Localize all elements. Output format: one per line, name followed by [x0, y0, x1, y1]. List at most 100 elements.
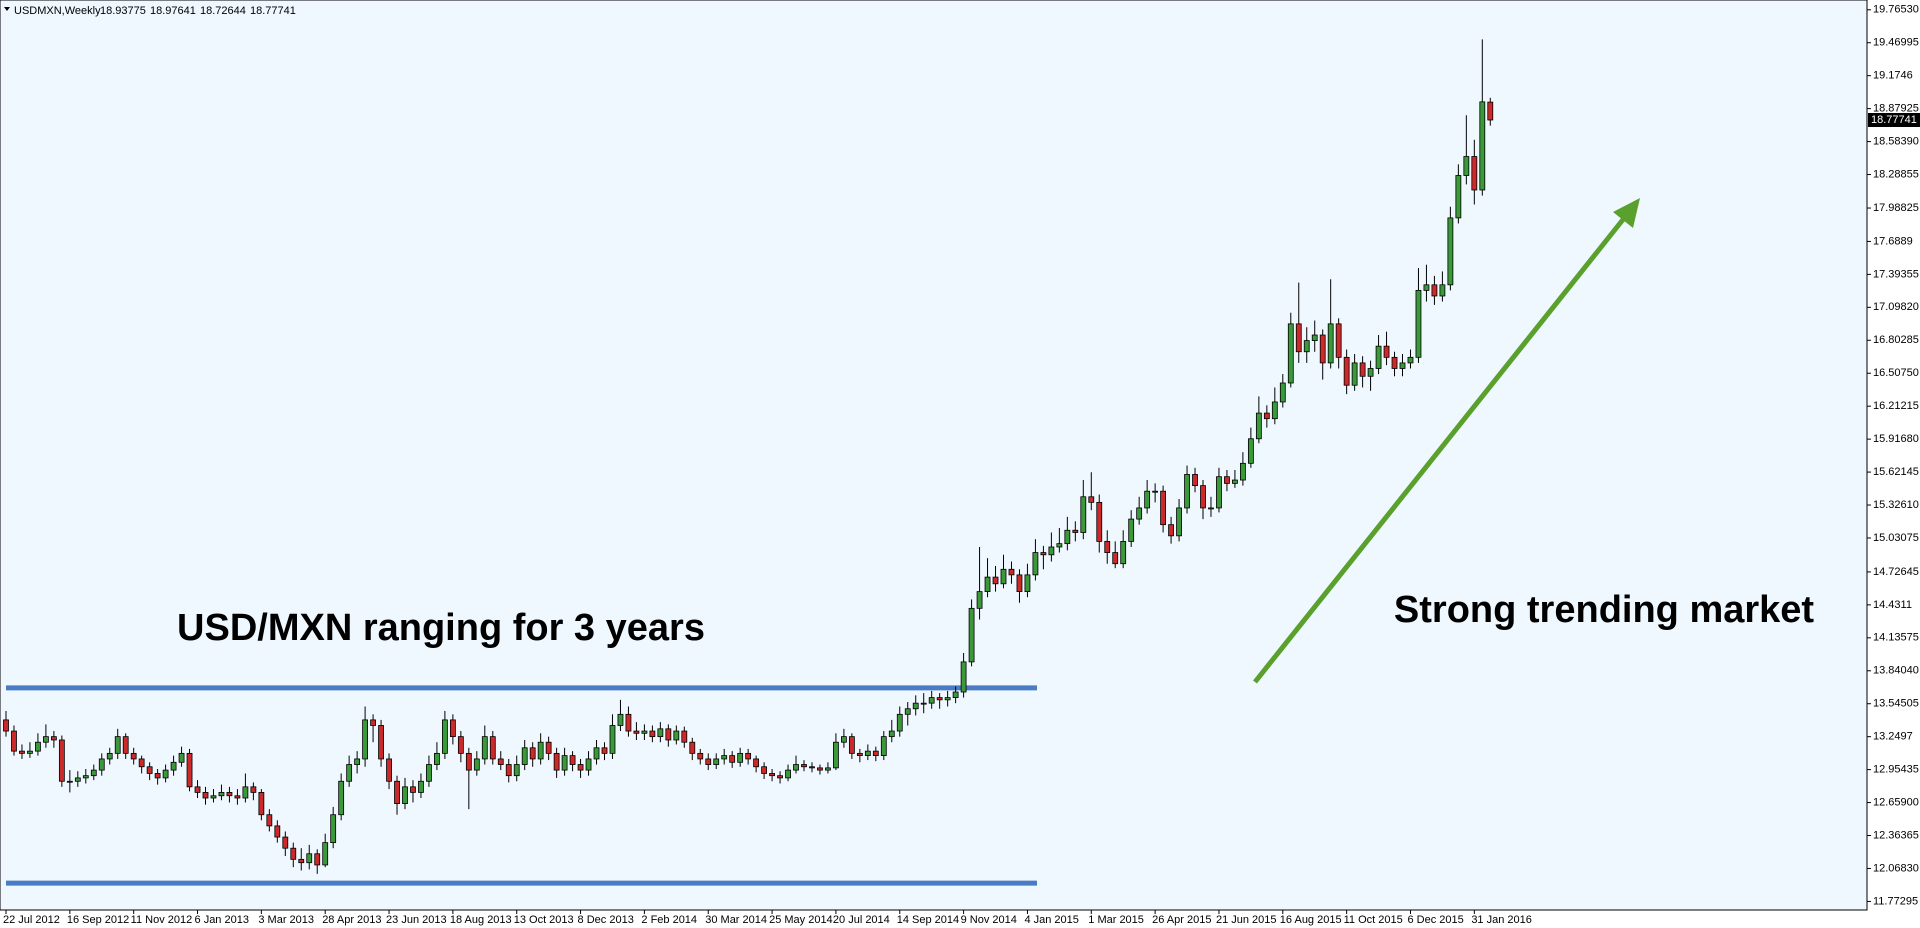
candle-body — [825, 767, 831, 771]
candle-body — [98, 758, 105, 771]
candle-body — [1072, 529, 1079, 533]
candle-body — [585, 758, 592, 771]
candle-body — [298, 858, 305, 864]
candle-body — [992, 576, 999, 585]
candle-body — [529, 747, 536, 760]
candle-body — [1263, 412, 1270, 420]
candle-body — [569, 755, 576, 765]
candle-body — [1471, 156, 1478, 191]
candle-body — [354, 758, 361, 765]
candle-body — [928, 697, 935, 704]
candle-body — [1032, 552, 1039, 576]
candle-body — [833, 741, 839, 769]
candle-body — [362, 719, 369, 760]
candle-body — [82, 775, 89, 779]
candle-body — [106, 752, 113, 760]
candle-body — [35, 741, 41, 752]
candle-body — [290, 847, 297, 860]
candle-body — [1240, 462, 1246, 481]
candle-body — [1327, 323, 1334, 364]
candle-body — [761, 766, 767, 774]
candle-body — [1168, 524, 1174, 537]
candle-body — [90, 769, 97, 777]
header-icon — [4, 7, 10, 11]
candle-body — [912, 702, 919, 710]
y-tick-label: 12.06830 — [1873, 862, 1919, 874]
candle-body — [705, 758, 712, 765]
y-tick-label: 17.98825 — [1873, 202, 1919, 214]
candle-body — [1455, 175, 1462, 219]
candle-body — [186, 752, 193, 788]
y-tick-label: 18.28855 — [1873, 168, 1919, 180]
candle-body — [936, 697, 943, 701]
candle-body — [114, 736, 121, 754]
y-tick-label: 17.6889 — [1873, 235, 1913, 247]
candle-body — [1295, 323, 1302, 353]
candle-body — [242, 786, 249, 799]
candle-body — [481, 736, 488, 760]
candle-body — [737, 752, 744, 763]
candle-body — [394, 780, 400, 804]
x-tick-label: 16 Aug 2015 — [1280, 914, 1342, 926]
x-tick-label: 26 Apr 2015 — [1152, 914, 1211, 926]
x-tick-label: 22 Jul 2012 — [3, 914, 60, 926]
candle-body — [43, 736, 49, 743]
candle-body — [146, 766, 153, 774]
candle-body — [505, 764, 512, 777]
candle-body — [1279, 382, 1286, 403]
candle-body — [434, 752, 440, 765]
candle-body — [745, 752, 752, 760]
y-tick-label: 12.95435 — [1873, 764, 1919, 776]
annotation: USD/MXN ranging for 3 years — [177, 607, 705, 649]
candle-body — [593, 747, 600, 760]
candle-body — [274, 825, 281, 838]
candle-body — [426, 764, 432, 782]
candle-body — [1487, 101, 1494, 121]
candle-body — [1152, 490, 1159, 493]
candle-body — [1319, 334, 1326, 364]
candle-body — [809, 766, 815, 769]
candle-body — [457, 736, 464, 754]
candle-body — [561, 755, 568, 771]
candle-body — [689, 741, 696, 754]
x-tick-label: 31 Jan 2016 — [1471, 914, 1532, 926]
candle-body — [1479, 101, 1486, 191]
y-tick-label: 15.91680 — [1873, 433, 1919, 445]
y-tick-label: 15.62145 — [1873, 466, 1919, 478]
candle-body — [968, 607, 975, 663]
candle-body — [697, 752, 704, 760]
candle-body — [793, 764, 799, 771]
candle-body — [1056, 543, 1063, 548]
chart-title: USDMXN,Weekly — [14, 5, 101, 17]
candle-body — [521, 747, 528, 765]
candle-body — [785, 769, 791, 779]
candle-body — [872, 750, 879, 757]
candle-body — [841, 736, 847, 743]
y-tick-label: 17.39355 — [1873, 268, 1919, 280]
candle-body — [904, 708, 911, 715]
candle-body — [848, 736, 855, 754]
candle-body — [1335, 323, 1342, 358]
candle-body — [553, 752, 560, 771]
candle-body — [1232, 479, 1238, 484]
candle-body — [673, 730, 680, 741]
header-low: 18.72644 — [200, 5, 246, 17]
candle-body — [11, 730, 17, 752]
y-tick-label: 16.21215 — [1873, 400, 1919, 412]
candle-body — [1016, 574, 1023, 593]
candle-body — [617, 713, 624, 726]
candle-body — [178, 752, 185, 763]
candle-body — [1088, 496, 1095, 503]
y-tick-label: 19.1746 — [1873, 70, 1913, 82]
y-tick-label: 14.72645 — [1873, 566, 1919, 578]
candle-body — [250, 786, 257, 793]
candle-body — [1351, 362, 1358, 386]
x-tick-label: 21 Jun 2015 — [1216, 914, 1277, 926]
candle-body — [657, 728, 664, 738]
candle-body — [322, 842, 329, 866]
candle-body — [122, 736, 129, 754]
candle-body — [218, 792, 225, 797]
x-tick-label: 9 Nov 2014 — [961, 914, 1017, 926]
candle-body — [306, 853, 313, 864]
